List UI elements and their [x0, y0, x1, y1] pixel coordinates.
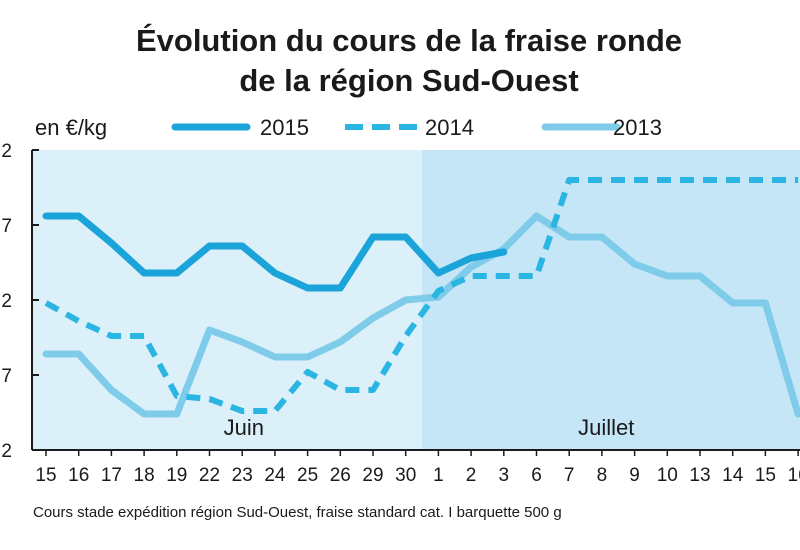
- x-tick-label: 9: [629, 465, 640, 486]
- x-tick-label: 16: [788, 465, 800, 486]
- x-tick-labels: 15 16 17 18 19 22 23 24 25 26 29 30 1 2 3 6 7 8 9 10 13 14 15 1…: [35, 450, 800, 486]
- month-labels: Juin Juillet: [224, 415, 635, 440]
- month-label-juin: Juin: [224, 415, 264, 440]
- x-tick-label: 24: [264, 465, 286, 486]
- juin-background: [32, 150, 423, 450]
- legend-label-2014: 2014: [425, 115, 474, 140]
- x-tick-label: 18: [134, 465, 155, 486]
- y-tick-label: 2: [1, 141, 12, 162]
- x-tick-label: 15: [755, 465, 776, 486]
- x-tick-label: 6: [531, 465, 542, 486]
- chart-title-line-2: de la région Sud-Ouest: [239, 63, 578, 98]
- series-lines: [42, 177, 800, 418]
- y-tick-label: 2: [1, 441, 12, 462]
- legend-label-2013: 2013: [613, 115, 662, 140]
- x-tick-label: 30: [395, 465, 416, 486]
- chart-footnote: Cours stade expédition région Sud-Ouest,…: [33, 504, 562, 521]
- x-tick-label: 29: [362, 465, 383, 486]
- y-tick-label: 7: [1, 366, 12, 387]
- y-tick-label: 7: [1, 216, 12, 237]
- series-line-2013: [42, 212, 800, 418]
- x-tick-label: 13: [689, 465, 710, 486]
- x-tick-label: 17: [101, 465, 122, 486]
- x-tick-label: 25: [297, 465, 318, 486]
- month-label-juillet: Juillet: [578, 415, 634, 440]
- x-tick-label: 8: [597, 465, 608, 486]
- x-tick-label: 7: [564, 465, 575, 486]
- x-tick-label: 19: [166, 465, 187, 486]
- y-tick-label: 2: [1, 291, 12, 312]
- x-tick-label: 26: [330, 465, 351, 486]
- x-tick-label: 1: [433, 465, 444, 486]
- x-tick-label: 14: [722, 465, 744, 486]
- x-tick-label: 2: [466, 465, 477, 486]
- y-tick-labels: 2 7 2 7 2: [1, 141, 39, 462]
- chart-title-line-1: Évolution du cours de la fraise ronde: [136, 23, 682, 58]
- x-tick-label: 22: [199, 465, 220, 486]
- legend: 2015 2014 2013: [171, 115, 662, 140]
- x-tick-label: 23: [232, 465, 253, 486]
- y-axis-unit-label: en €/kg: [35, 115, 107, 140]
- x-tick-label: 10: [657, 465, 678, 486]
- legend-label-2015: 2015: [260, 115, 309, 140]
- x-tick-label: 16: [68, 465, 89, 486]
- series-line-2014: [44, 177, 799, 414]
- series-line-2015: [42, 212, 508, 292]
- x-tick-label: 15: [35, 465, 56, 486]
- x-tick-label: 3: [499, 465, 510, 486]
